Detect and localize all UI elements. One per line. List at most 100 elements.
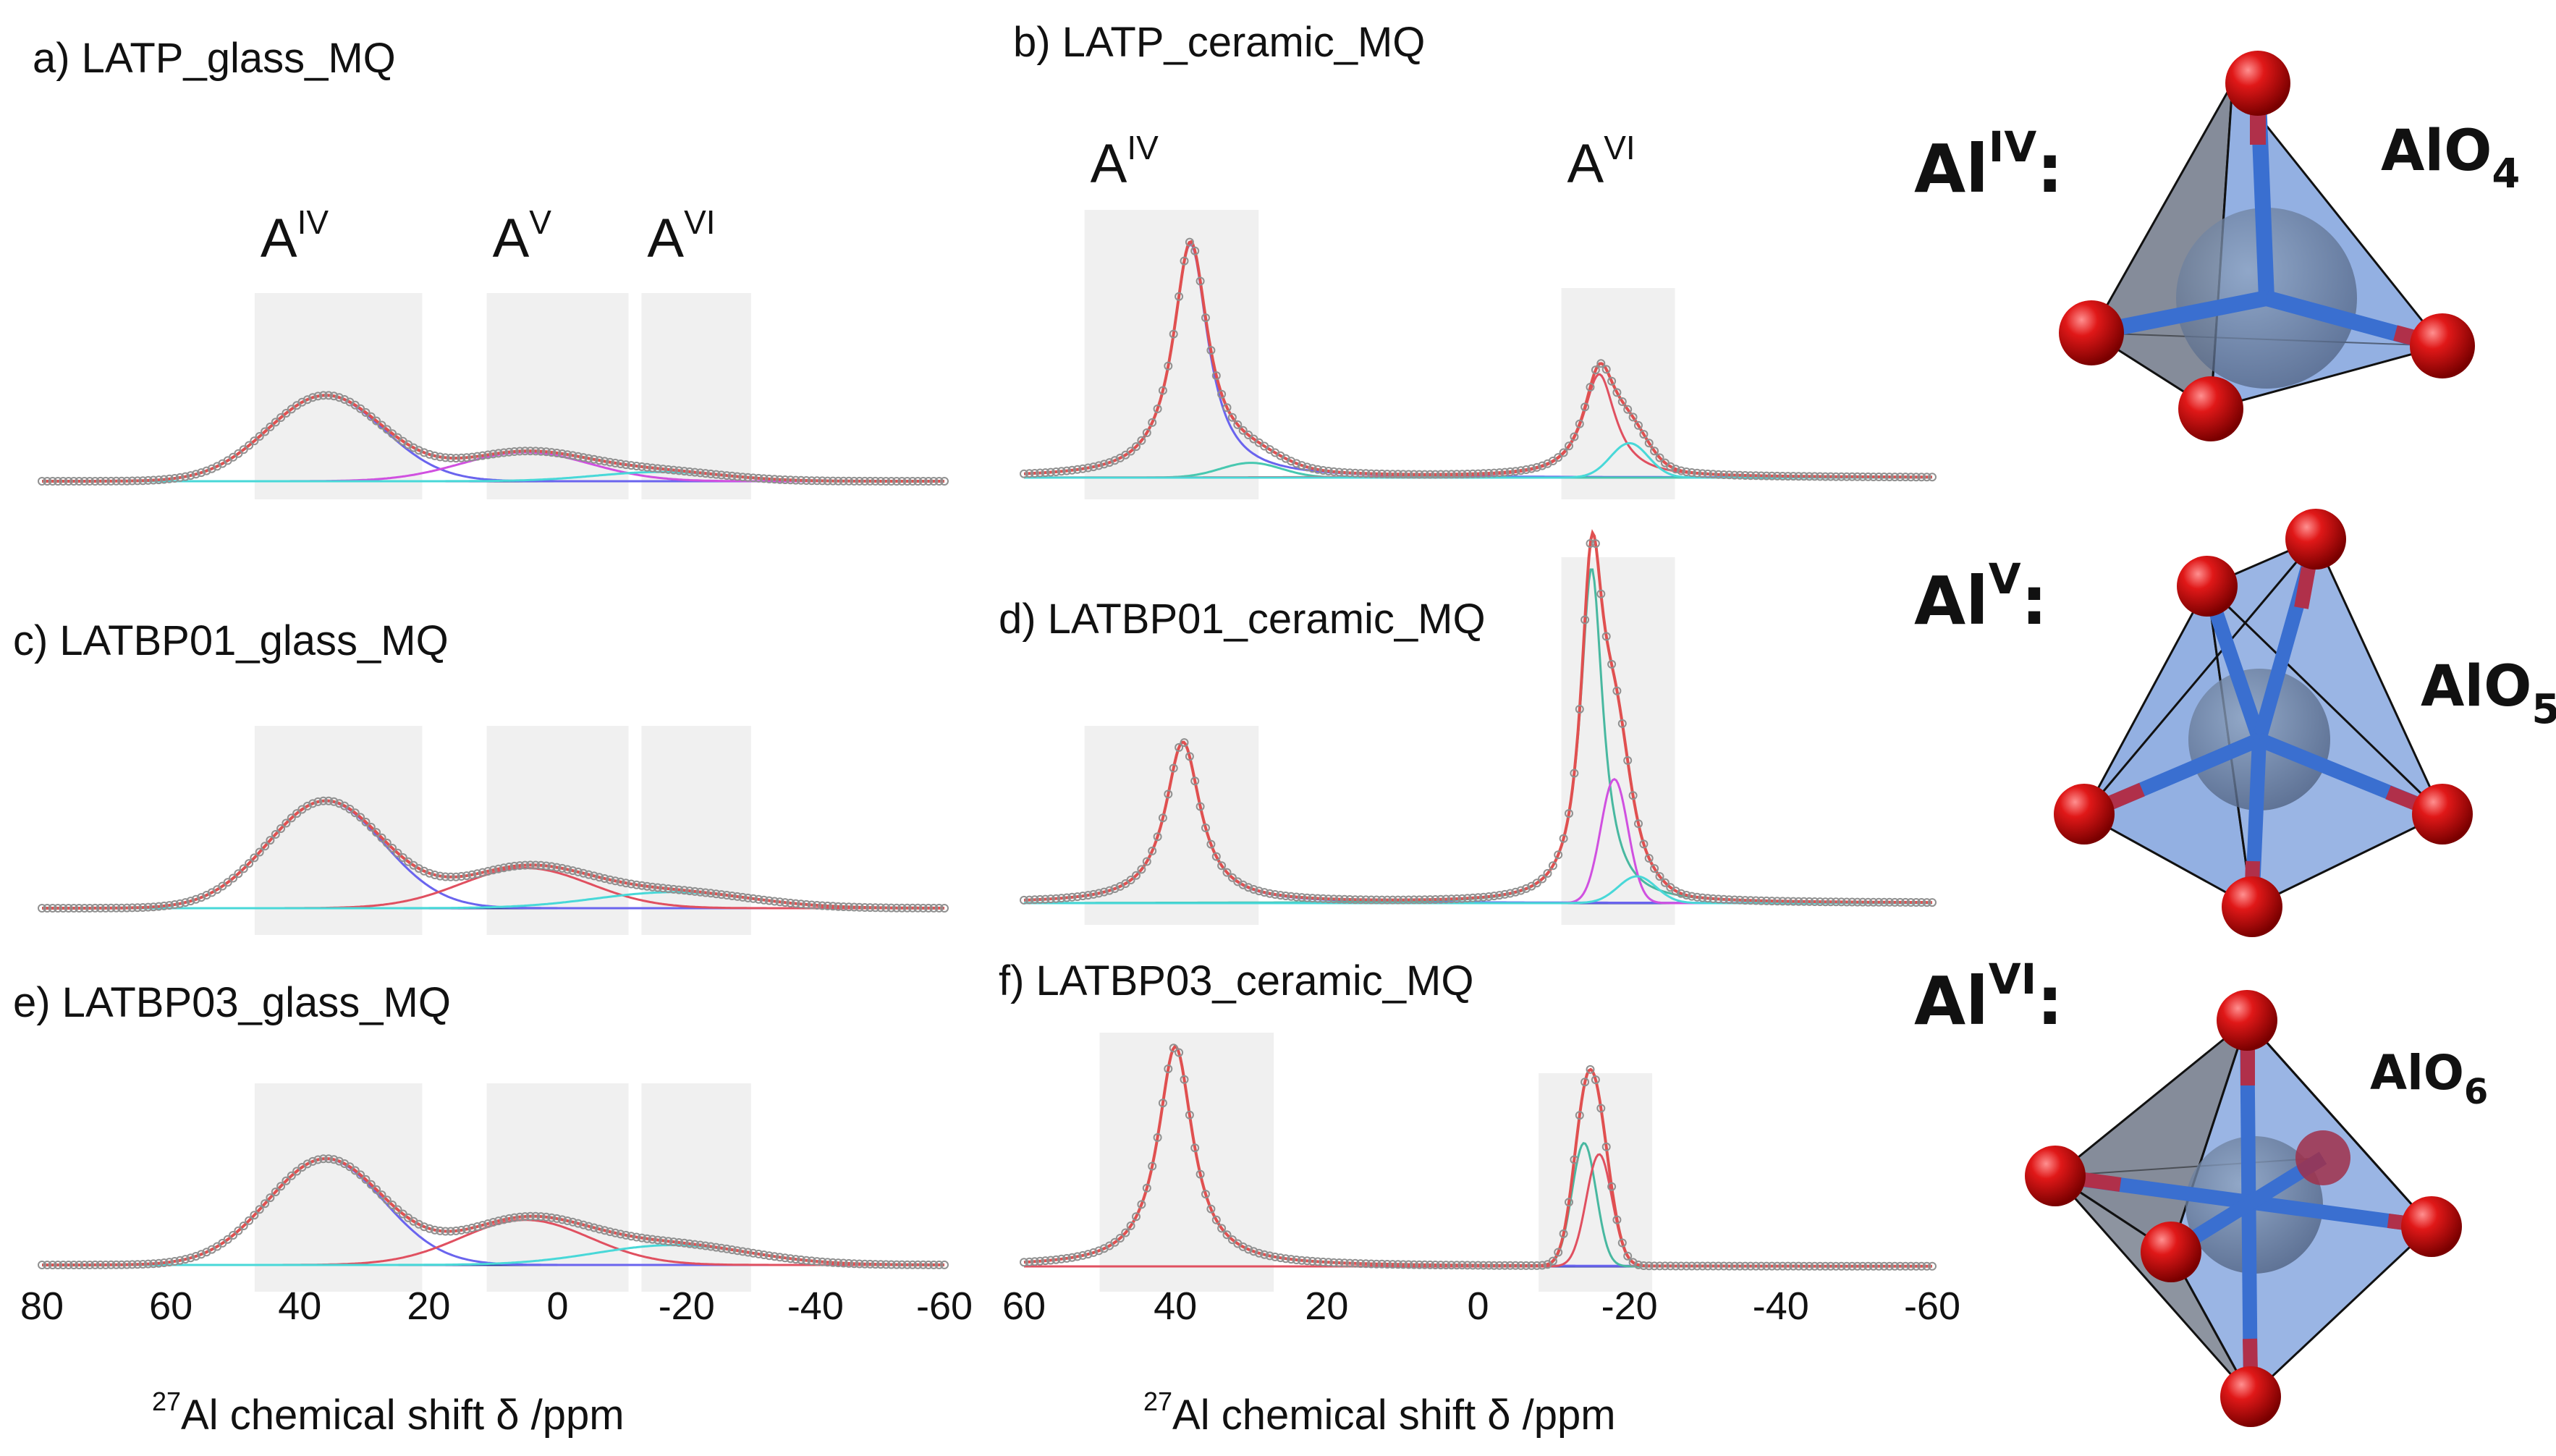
data-point	[1559, 834, 1568, 843]
data-point	[643, 462, 652, 472]
data-point	[1848, 897, 1857, 907]
data-point	[1884, 1261, 1894, 1271]
data-point	[643, 1234, 652, 1243]
data-point	[648, 1235, 657, 1244]
data-point	[494, 1216, 503, 1226]
data-point	[738, 1247, 748, 1256]
data-point	[1740, 471, 1750, 480]
data-point	[127, 903, 137, 913]
data-point	[1698, 469, 1707, 478]
data-point	[1072, 1252, 1082, 1261]
data-point	[584, 870, 593, 879]
data-point	[1901, 897, 1910, 907]
data-point	[197, 468, 206, 478]
data-point	[1617, 397, 1627, 406]
data-point	[1596, 359, 1606, 368]
data-point	[1505, 467, 1515, 476]
data-point	[80, 904, 89, 913]
data-point	[780, 1253, 790, 1263]
data-point	[1046, 894, 1055, 904]
data-point	[1388, 1260, 1397, 1269]
data-point	[1521, 1261, 1531, 1270]
data-point	[1303, 462, 1312, 472]
data-point	[329, 797, 339, 806]
data-point	[627, 1232, 636, 1241]
data-point	[1826, 472, 1835, 481]
data-point	[589, 871, 598, 881]
data-point	[191, 894, 200, 904]
data-point	[1895, 1261, 1905, 1271]
data-point	[1772, 897, 1782, 906]
data-point	[1345, 468, 1355, 478]
data-point	[834, 1258, 843, 1268]
data-point	[122, 903, 132, 913]
data-point	[1142, 428, 1151, 437]
data-point	[727, 892, 737, 900]
data-point	[1190, 1143, 1200, 1153]
data-point	[802, 476, 811, 485]
data-point	[276, 824, 286, 833]
data-point	[266, 1193, 275, 1203]
data-point	[159, 1258, 169, 1267]
data-point	[1511, 1261, 1520, 1270]
data-point	[1778, 897, 1787, 906]
data-point	[1393, 1260, 1402, 1269]
data-point	[547, 1213, 557, 1222]
data-point	[1361, 1259, 1371, 1269]
data-point	[1399, 895, 1408, 905]
region-shade	[641, 1083, 751, 1292]
data-point	[579, 1220, 588, 1229]
data-point	[722, 471, 732, 481]
data-point	[929, 477, 939, 486]
data-point	[1340, 1258, 1349, 1268]
data-point	[818, 901, 827, 910]
data-point	[584, 1222, 593, 1231]
data-point	[627, 461, 636, 470]
data-point	[547, 862, 557, 871]
data-point	[860, 476, 869, 486]
data-point	[111, 476, 121, 486]
data-point	[1030, 895, 1039, 905]
data-point	[1869, 897, 1878, 907]
panel-a: a) LATP_glass_MQ AIV AV AVI	[33, 35, 949, 499]
data-point	[1313, 1257, 1322, 1266]
data-point	[1083, 891, 1093, 900]
data-point	[1478, 469, 1488, 478]
data-point	[796, 900, 805, 909]
data-point	[1377, 1259, 1387, 1269]
data-point	[1789, 1261, 1798, 1271]
data-point	[1623, 405, 1633, 414]
data-point	[1041, 894, 1050, 904]
data-point	[75, 477, 84, 486]
alo6-formula: AlO6	[2370, 1045, 2488, 1112]
data-point	[1730, 895, 1739, 905]
data-point	[1383, 1260, 1392, 1269]
tick-label: 60	[149, 1284, 192, 1328]
data-point	[829, 476, 837, 486]
data-point	[1067, 465, 1077, 475]
data-point	[1917, 1261, 1926, 1271]
data-point	[1756, 471, 1766, 481]
data-point	[653, 883, 662, 892]
data-point	[372, 828, 381, 837]
data-point	[1580, 1078, 1590, 1087]
data-point	[1415, 895, 1424, 905]
data-point	[191, 470, 200, 479]
data-point	[632, 1232, 641, 1242]
data-point	[748, 473, 758, 483]
data-point	[732, 1246, 742, 1256]
panel-b: b) LATP_ceramic_MQ AIV AVI	[1013, 19, 1937, 499]
data-point	[1725, 470, 1734, 480]
data-point	[605, 875, 614, 884]
data-point	[1211, 1215, 1221, 1224]
data-point	[1334, 467, 1344, 477]
data-point	[1874, 473, 1884, 481]
data-point	[1863, 472, 1873, 481]
data-point	[64, 904, 73, 913]
data-point	[1853, 897, 1862, 907]
aliv-label: AlIV:	[1914, 122, 2063, 208]
data-point	[1756, 1261, 1766, 1271]
data-point	[350, 808, 360, 818]
data-point	[1404, 470, 1413, 479]
data-point	[1874, 897, 1884, 907]
